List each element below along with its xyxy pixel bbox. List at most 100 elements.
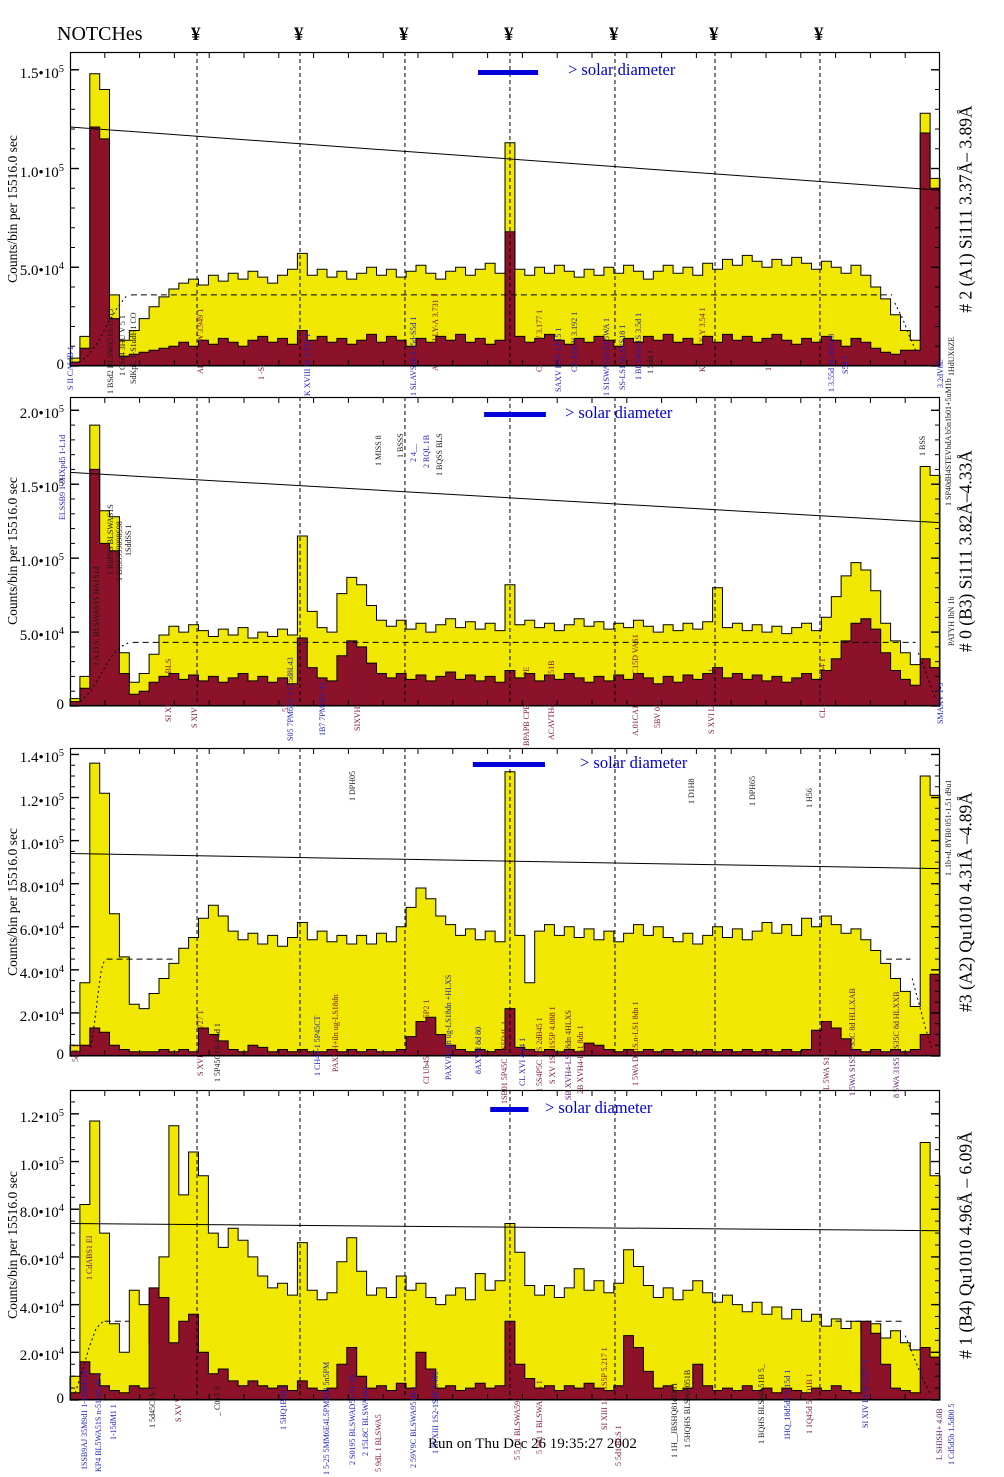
- y-tick-label: 2.0•105: [19, 404, 64, 423]
- line-annotation: SS-LS1 SLAVS18 1: [617, 324, 627, 390]
- line-annotation: 1 SLAVS18 3.55d-S5d 1: [409, 316, 418, 396]
- detector-area-line: [69, 126, 941, 191]
- line-annotation: ACAVTH451-LZ1B51B: [546, 660, 556, 740]
- notches-label: NOTCHes: [57, 23, 143, 45]
- line-annotation: SI XIV LY-B 5.217 1: [861, 1359, 871, 1428]
- y-tick-label: 5.0•104: [19, 261, 64, 280]
- line-annotation: _ C015 S: [213, 1386, 223, 1416]
- plot-frame: [69, 396, 941, 707]
- y-tick-label: 0: [56, 1047, 65, 1063]
- line-annotation: 1 D1H8: [687, 778, 697, 804]
- notch-marker: ¥: [503, 24, 514, 45]
- line-annotation: S XV 1S2-1S5P 4.088 1: [548, 1006, 558, 1084]
- line-annotation: L 5WA S1S5 n-1 5d 1: [822, 1019, 832, 1090]
- plot-frame: [69, 747, 941, 1057]
- line-annotation: 1 5S4P5C 1-S 2dB45 1: [535, 1017, 545, 1092]
- y-tick-label: 8.0•104: [19, 1203, 64, 1222]
- line-annotation: 5 5__1 BLSWA5951B 1: [513, 1381, 523, 1460]
- line-annotation: 5BV 05Z.5 1: [652, 686, 662, 728]
- line-annotation: CL XVI LY 4.44 1: [817, 658, 827, 718]
- line-annotation: 1 5P45C1S-1 5d 1: [213, 1023, 223, 1082]
- line-annotation: 5 5d1 BLS 1: [613, 1425, 623, 1466]
- y-tick-label: 1.2•105: [19, 1107, 64, 1126]
- line-annotation: CL XVI 4.44 1: [517, 1037, 527, 1086]
- line-annotation: 1 DPH05: [348, 770, 358, 801]
- line-annotation: CA XIX W 3.177 1: [535, 309, 545, 372]
- line-annotation: 1 5d45C1S 1: [148, 1386, 157, 1428]
- line-annotation: SAXV H5V LP15 1: [554, 327, 564, 392]
- line-annotation: SI XIII 1S2-1S5P 5.217 1: [600, 1347, 610, 1430]
- line-annotation: S XVI LY-B 3.991 1: [706, 668, 716, 734]
- line-annotation: SdKpC 1-S1ddH1 CO: [128, 312, 138, 384]
- solar-diameter-bar: [490, 1107, 529, 1112]
- line-annotation: S XV W 5.039 1: [174, 1368, 184, 1422]
- line-annotation: SI XII 1S-LS1 BLS: [163, 658, 173, 722]
- series-total-counts: [69, 424, 941, 707]
- threshold-curve: [74, 1320, 104, 1393]
- line-annotation: 1 SP40dH4STEVbdA b5n1b01+5uM1b: [944, 378, 953, 506]
- line-annotation: 1HdUX6ZE: [946, 336, 956, 376]
- channel-title-panel-2: # 0 (B3) Si111 3.82Å–4.33Å: [955, 450, 976, 652]
- line-annotation: S5d 1: [841, 355, 851, 374]
- line-annotation: 1 5WA DS1S.n-LS1 8dn 1: [630, 1001, 640, 1086]
- series-background: [69, 468, 941, 707]
- detector-area-line: [69, 853, 941, 870]
- y-tick-label: 4.0•104: [19, 963, 64, 982]
- line-annotation: 1 5-25 5MM6E4L5PM05B 5n5PM: [322, 1361, 331, 1475]
- line-annotation: 1HQ_18d5d5 5-15d 1: [783, 1369, 793, 1440]
- line-annotation: AR XVIII LY-A 3.731 1: [430, 293, 440, 371]
- notch-marker: ¥: [191, 24, 201, 45]
- panel-B4-plot: [69, 1089, 941, 1401]
- notch-marker: ¥: [608, 24, 619, 45]
- line-annotation: 1 BL5WA51S 3.5d 1: [633, 312, 643, 380]
- threshold-curve: [90, 958, 106, 1048]
- solar-diameter-bar: [472, 762, 546, 767]
- line-annotation: 8 5WA 31S5 n-S35C 8d HLXXB: [891, 991, 901, 1098]
- y-tick-label: 1.0•105: [19, 834, 64, 853]
- line-annotation: 1 Cd5d5b 1.5d00 5: [946, 1403, 956, 1465]
- line-annotation: 1B7 7PM6E1 43: [317, 682, 327, 736]
- y-tick-label: 0: [56, 357, 65, 373]
- panel-B3-plot: [69, 396, 941, 707]
- line-annotation: S XVI LY-A 4.727 1: [195, 1010, 205, 1076]
- line-annotation: 2 4__: [409, 444, 418, 462]
- line-annotation: 5 9d1 1 BLSWA15-5 1: [535, 1380, 545, 1454]
- y-tick-label: 1.0•105: [19, 162, 64, 181]
- series-background: [69, 973, 941, 1057]
- solar-diameter-label-panel-4: > solar diameter: [545, 1098, 653, 1117]
- series-total-counts: [69, 73, 941, 367]
- y-tick-label: 6.0•104: [19, 920, 64, 939]
- channel-title-panel-4: # 1 (B4) Qu1010 4.96Å – 6.09Å: [955, 1131, 976, 1359]
- y-tick-label: 0: [56, 697, 65, 713]
- line-annotation: A.01CA1-1d1B5 LC15D VAS1: [630, 634, 640, 736]
- line-annotation: 1 R6PSS BLSWAS1S: [106, 504, 116, 575]
- line-annotation: 1 -SS4 d5d 1: [256, 338, 266, 380]
- line-annotation: 1 5HQHS BLSWA051B: [683, 1369, 692, 1448]
- y-tick-label: 2.0•104: [19, 1346, 64, 1365]
- line-annotation: 1 BSd2 BLSWA51S-LS15: [106, 308, 116, 394]
- line-annotation: 2B XVH4-LS1 8dn 1: [576, 1025, 585, 1094]
- line-annotation: CI Ub45-1 2dB45 4.5P2 1: [422, 999, 431, 1084]
- notch-marker: ¥: [813, 24, 824, 45]
- solar-diameter-label-panel-3: > solar diameter: [580, 753, 688, 772]
- solar-diameter-bar: [484, 412, 546, 417]
- line-annotation: 1SddSS 1: [123, 524, 133, 556]
- panel-A1-plot: [69, 51, 941, 367]
- line-annotation: 1 DPH65: [748, 775, 758, 806]
- notch-marker: ¥: [398, 24, 409, 45]
- y-tick-label: 2.0•104: [19, 1006, 64, 1025]
- y-tick-label: 1.5•105: [19, 63, 64, 82]
- line-annotation: 1 1H__JBSHQ81d5M1: [670, 1382, 679, 1458]
- line-annotation: 1SSB9AJ 35M9d1 1-15dM11d: [80, 1370, 90, 1470]
- line-annotation: AR XVII W 3.949 1: [195, 308, 205, 374]
- line-annotation: 1-15dM1 1: [108, 1404, 118, 1440]
- series-background: [69, 1287, 941, 1401]
- panel-A2-plot: [69, 747, 941, 1057]
- line-annotation: 5 9dL 1 BLSWA5: [374, 1414, 384, 1472]
- y-tick-label: 1.2•105: [19, 791, 64, 810]
- line-annotation: K XVIII X,Y 3.54 1: [697, 307, 707, 372]
- line-annotation: 2 RQL 1B: [422, 434, 431, 468]
- series-total-counts: [69, 762, 941, 1057]
- y-tick-label: 0: [56, 1391, 65, 1407]
- line-annotation: 1 BQSS BLS: [435, 433, 445, 476]
